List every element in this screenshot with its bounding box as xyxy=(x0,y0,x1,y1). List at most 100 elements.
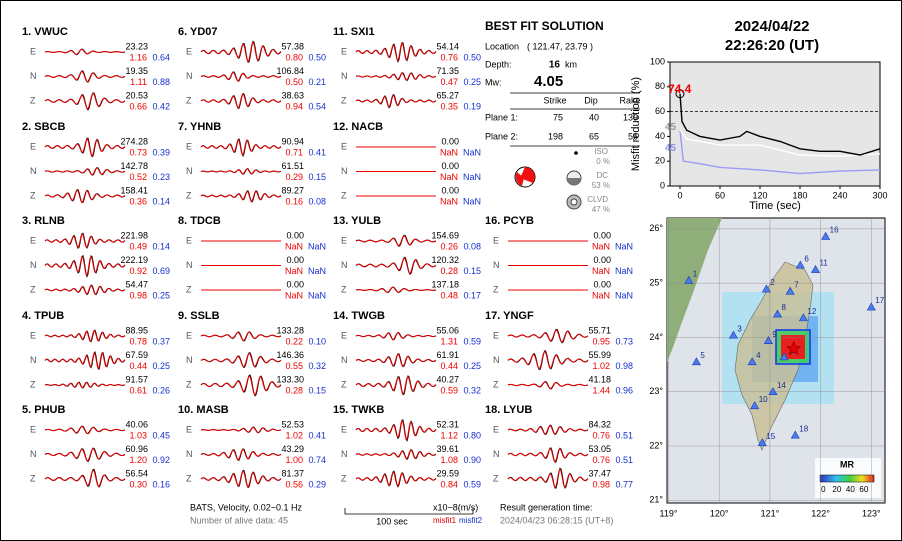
waveform-synthetic xyxy=(507,424,589,435)
footer-unit: x10−8(m/s) xyxy=(433,502,478,512)
colorbar-tick: 40 xyxy=(846,485,855,494)
station-label: 17 xyxy=(875,296,884,305)
station-label: 11 xyxy=(820,259,829,268)
component: E xyxy=(30,330,36,340)
component: N xyxy=(186,260,193,270)
amplitude: 274.28 xyxy=(120,136,148,146)
dc-icon-fill xyxy=(567,178,581,185)
waveform-synthetic xyxy=(44,137,126,157)
station-marker xyxy=(798,313,808,322)
waveform-synthetic xyxy=(44,381,126,389)
misfit2: 0.14 xyxy=(152,241,170,251)
footer-alive: Number of alive data: 45 xyxy=(190,515,288,525)
station-label: 8 xyxy=(782,303,787,312)
waveform-synthetic xyxy=(44,447,126,461)
misfit2: 0.42 xyxy=(152,101,170,111)
misfit1: 0.76 xyxy=(592,455,610,465)
station-label: 5 xyxy=(700,351,705,360)
misfit2: 0.45 xyxy=(152,430,170,440)
misfit2: 0.14 xyxy=(152,196,170,206)
misfit2: 0.15 xyxy=(308,385,326,395)
amplitude: 222.19 xyxy=(120,255,148,265)
misfit1: NaN xyxy=(592,241,610,251)
amplitude: 0.00 xyxy=(593,230,611,240)
station-marker xyxy=(768,387,778,396)
misfit2: 0.41 xyxy=(308,147,326,157)
waveform-synthetic xyxy=(507,468,589,489)
misfit2: 0.51 xyxy=(615,430,633,440)
beachball-quadrant xyxy=(515,172,524,186)
misfit1: 0.30 xyxy=(129,479,147,489)
component: Z xyxy=(341,284,347,294)
misfit1: 0.35 xyxy=(440,101,458,111)
misfit1: 1.11 xyxy=(130,77,147,87)
y-tick-label: 80 xyxy=(655,81,665,91)
waveform-synthetic xyxy=(44,167,126,176)
lat-label: 23° xyxy=(649,386,663,396)
component: Z xyxy=(493,284,499,294)
location-label: Location xyxy=(485,41,519,51)
amplitude: 53.05 xyxy=(588,444,611,454)
misfit1: 0.52 xyxy=(129,172,147,182)
station-name: 1. VWUC xyxy=(22,26,68,38)
misfit2: 0.41 xyxy=(308,430,326,440)
misfit2: 0.16 xyxy=(152,479,170,489)
station-name: 6. YD07 xyxy=(178,26,218,38)
lat-label: 26° xyxy=(649,223,663,233)
misfit1: NaN xyxy=(592,290,610,300)
amplitude: 39.61 xyxy=(436,444,459,454)
station-marker xyxy=(684,275,694,284)
plane-name: Plane 1: xyxy=(485,112,518,122)
station-marker xyxy=(779,352,789,361)
mw: 4.05 xyxy=(534,73,563,90)
component: N xyxy=(341,355,348,365)
station-marker xyxy=(821,231,831,240)
component: Z xyxy=(30,95,36,105)
plane-value: 65 xyxy=(589,131,599,141)
station-marker xyxy=(795,260,805,269)
amplitude: 67.59 xyxy=(125,350,148,360)
waveform-synthetic xyxy=(507,381,589,390)
amplitude: 20.53 xyxy=(125,90,148,100)
misfit1: 1.00 xyxy=(285,455,303,465)
station-name: 12. NACB xyxy=(333,121,383,133)
station-marker xyxy=(866,302,876,311)
amplitude: 120.32 xyxy=(431,255,459,265)
component: Z xyxy=(30,379,36,389)
lat-label: 25° xyxy=(649,278,663,288)
component: N xyxy=(493,260,500,270)
amplitude: 54.14 xyxy=(436,41,459,51)
component: E xyxy=(341,141,347,151)
x-tick-label: 120 xyxy=(752,190,767,200)
misfit1: NaN xyxy=(440,172,458,182)
misfit1: 0.61 xyxy=(129,385,147,395)
solution-title: BEST FIT SOLUTION xyxy=(485,19,604,33)
station-marker xyxy=(691,357,701,366)
component: E xyxy=(186,141,192,151)
location: ( 121.47, 23.79 ) xyxy=(527,41,593,51)
misfit1: 0.44 xyxy=(129,361,147,371)
table-header: Rake xyxy=(619,95,640,105)
amplitude: 133.28 xyxy=(276,325,304,335)
misfit2: 0.59 xyxy=(463,336,481,346)
waveform-synthetic xyxy=(355,286,437,293)
waveform-synthetic xyxy=(44,469,126,487)
plane-value: 75 xyxy=(553,112,563,122)
misfit2: 0.17 xyxy=(463,290,481,300)
misfit2: NaN xyxy=(308,266,326,276)
y-tick-label: 40 xyxy=(655,131,665,141)
misfit2: 0.32 xyxy=(308,361,326,371)
amplitude: 0.00 xyxy=(441,161,459,171)
amplitude: 146.36 xyxy=(276,350,304,360)
station-name: 10. MASB xyxy=(178,404,229,416)
amplitude: 40.27 xyxy=(436,374,459,384)
misfit2: 0.59 xyxy=(463,479,481,489)
misfit1: 0.66 xyxy=(129,101,147,111)
component: E xyxy=(493,424,499,434)
misfit1: 0.76 xyxy=(440,52,458,62)
component: Z xyxy=(341,379,347,389)
misfit1: NaN xyxy=(440,147,458,157)
series-start-label: 45 xyxy=(665,143,677,154)
component: N xyxy=(341,260,348,270)
misfit1: 0.16 xyxy=(285,196,303,206)
